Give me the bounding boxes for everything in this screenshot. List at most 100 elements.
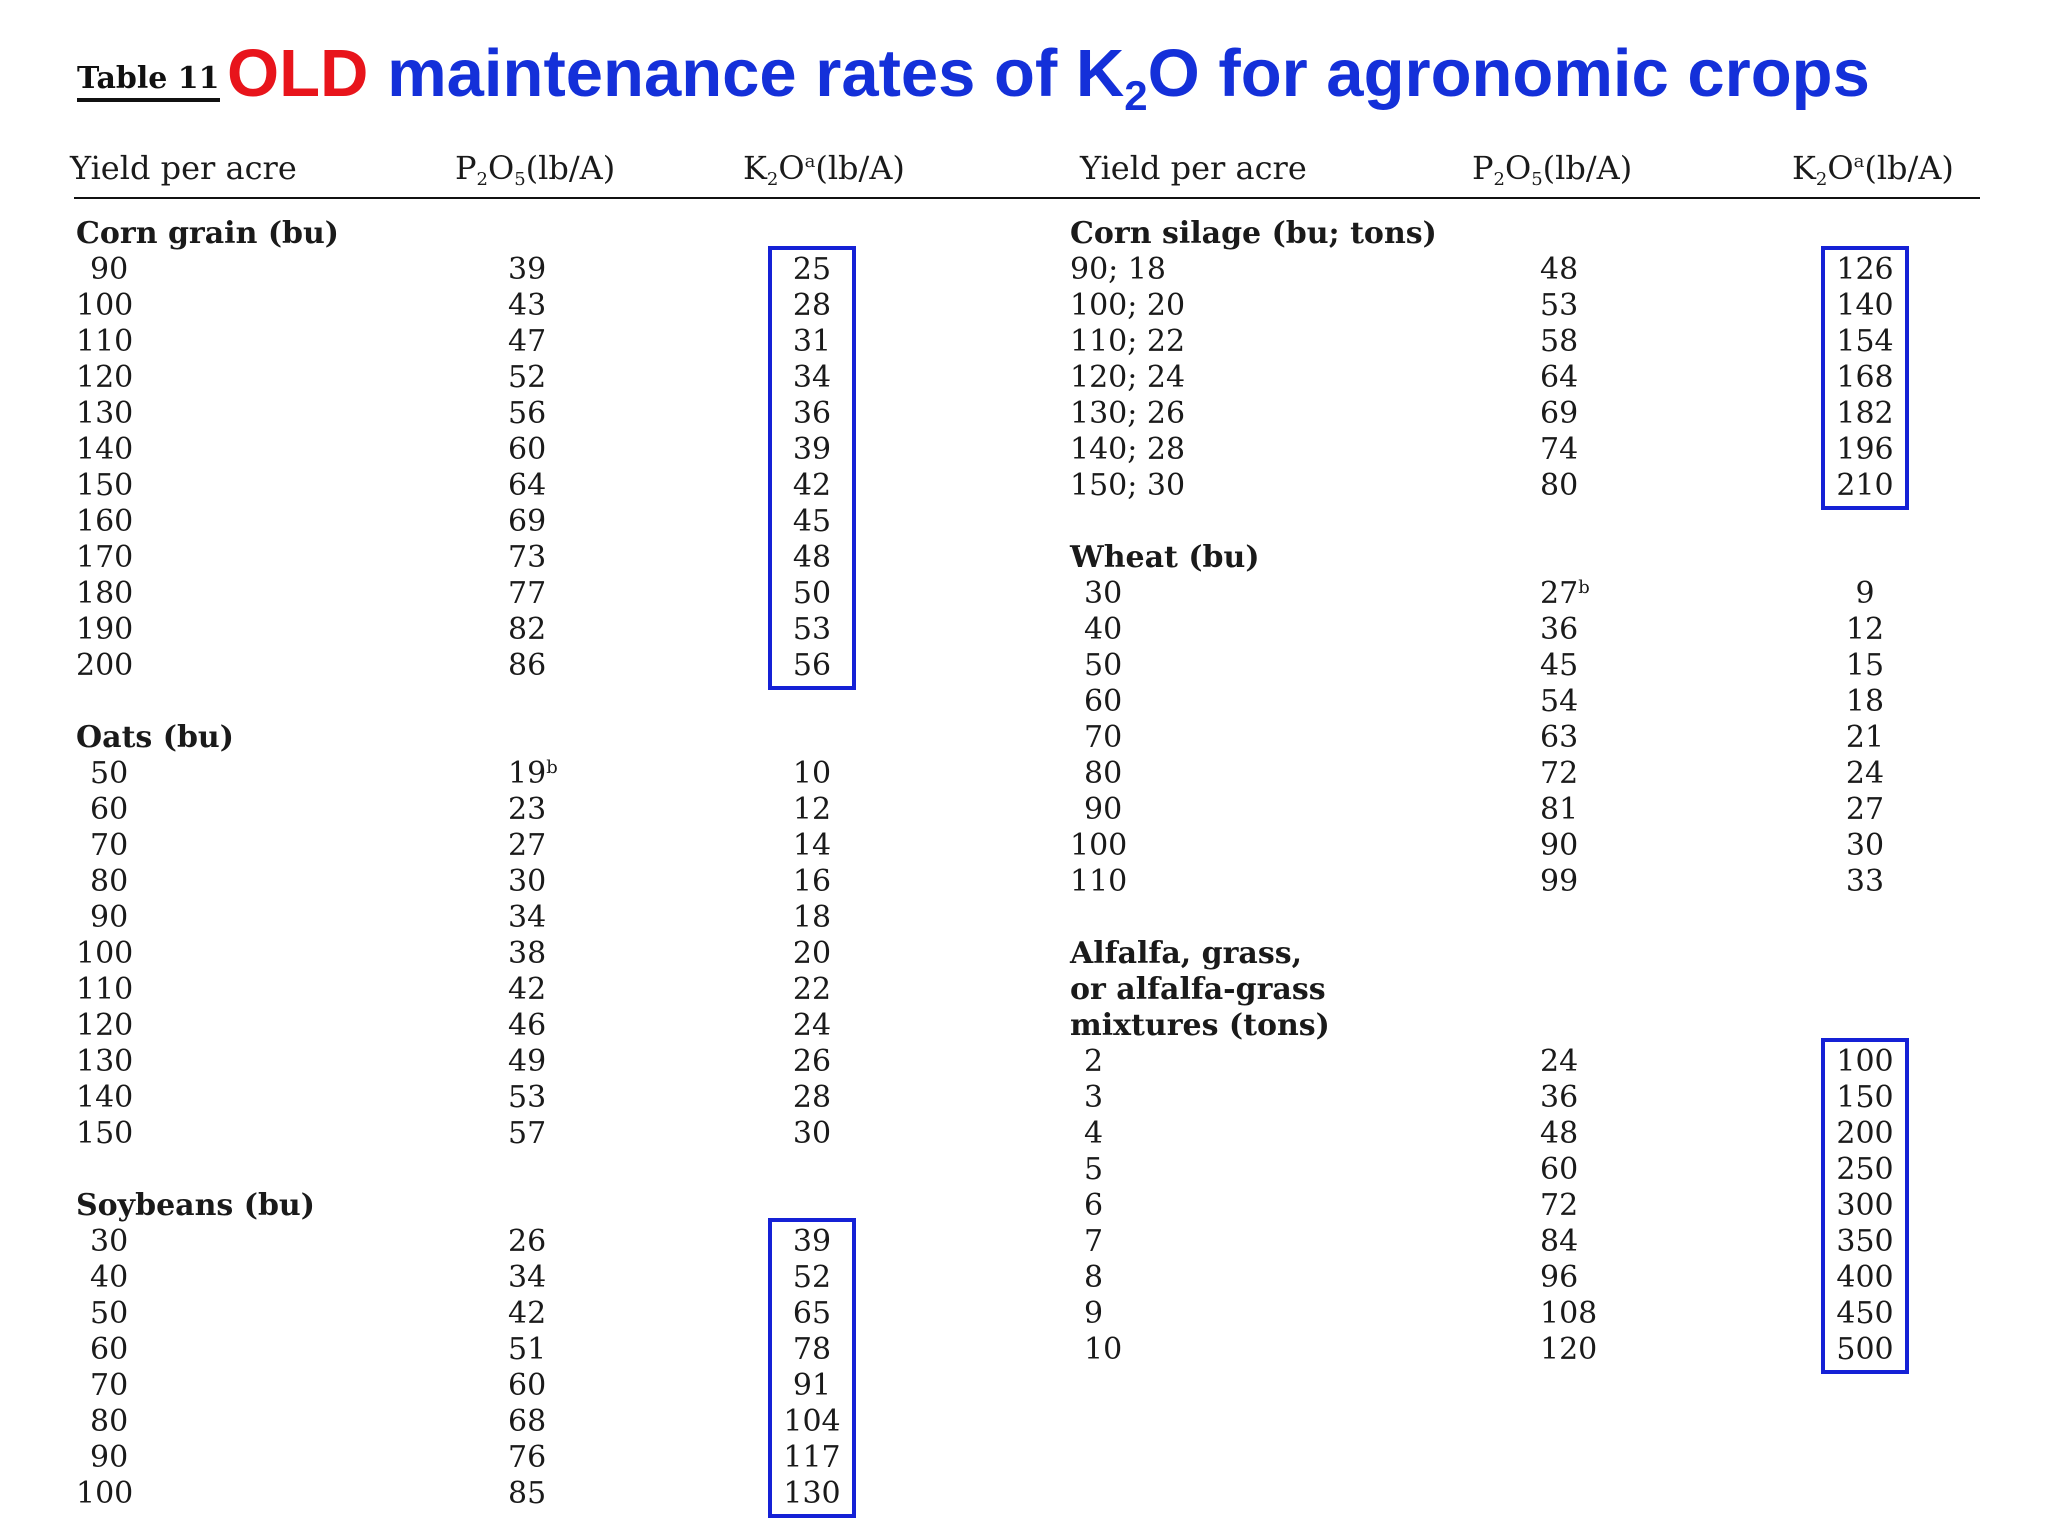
p2o5-value: 26 [508, 1224, 547, 1259]
k2o-cell: 450 [1836, 1296, 1894, 1331]
p2o5-cell: 49 [508, 1044, 546, 1080]
p2o5-cell: 69 [508, 504, 546, 540]
yield-cell: 60 [90, 792, 129, 827]
p2o5-cell: 63 [1540, 720, 1578, 756]
yield-cell: 50 [90, 1296, 129, 1331]
yield-cell: 90 [1084, 792, 1123, 827]
p2o5-cell: 48 [1540, 1116, 1578, 1152]
k2o-highlight-box [1821, 1038, 1909, 1374]
p2o5-value: 84 [1540, 1224, 1579, 1259]
yield-cell: 170 [76, 540, 134, 575]
p2o5-cell: 73 [508, 540, 546, 576]
table-row: 60 23 12 [0, 792, 1020, 828]
p2o5-value: 30 [508, 864, 547, 899]
group-title-row: Wheat (bu) [1020, 540, 2048, 576]
p2o5-cell: 76 [508, 1440, 546, 1476]
yield-cell: 50 [1084, 648, 1123, 683]
yield-cell: 110; 22 [1070, 324, 1186, 359]
p2o5-value: 64 [508, 468, 547, 503]
k2o-cell: 33 [1845, 864, 1885, 899]
p2o5-value: 27 [508, 828, 547, 863]
table-row: 100 43 28 [0, 288, 1020, 324]
group-title: Wheat (bu) [1070, 540, 1260, 575]
table-row: 100 38 20 [0, 936, 1020, 972]
table-row: 90 76 117 [0, 1440, 1020, 1476]
group-spacer [1020, 900, 2048, 936]
p2o5-value: 69 [508, 504, 547, 539]
yield-cell: 190 [76, 612, 134, 647]
table-row: 130 56 36 [0, 396, 1020, 432]
p2o5-cell: 45 [1540, 648, 1578, 684]
table-row: 90 39 25 [0, 252, 1020, 288]
p2o5-cell: 46 [508, 1008, 546, 1044]
p2o5-cell: 23 [508, 792, 546, 828]
p2o5-value: 46 [508, 1008, 547, 1043]
table-row: 80 68 104 [0, 1404, 1020, 1440]
p2o5-value: 48 [1540, 252, 1579, 287]
k2o-cell: 25 [792, 252, 832, 287]
yield-cell: 90 [90, 1440, 129, 1475]
yield-cell: 8 [1084, 1260, 1104, 1295]
table-row: 100 85 130 [0, 1476, 1020, 1512]
table-row: 150 57 30 [0, 1116, 1020, 1152]
k2o-cell: 30 [792, 1116, 832, 1151]
k2o-cell: 27 [1845, 792, 1885, 827]
group-spacer [0, 684, 1020, 720]
table-row: 60 54 18 [1020, 684, 2048, 720]
k2o-cell: 53 [792, 612, 832, 647]
col-head-yield-right: Yield per acre [1080, 149, 1307, 187]
table-row: 4 48 200 [1020, 1116, 2048, 1152]
p2o5-value: 74 [1540, 432, 1579, 467]
yield-cell: 80 [90, 1404, 129, 1439]
k2o-cell: 16 [792, 864, 832, 899]
table-row: 130; 26 69 182 [1020, 396, 2048, 432]
k2o-cell: 130 [783, 1476, 841, 1511]
k2o-cell: 30 [1845, 828, 1885, 863]
p2o5-cell: 36 [1540, 1080, 1578, 1116]
p2o5-value: 36 [1540, 1080, 1579, 1115]
yield-cell: 120 [76, 360, 134, 395]
group-title: mixtures (tons) [1070, 1008, 1330, 1043]
k2o-cell: 400 [1836, 1260, 1894, 1295]
table-row: 110 47 31 [0, 324, 1020, 360]
table-row: 130 49 26 [0, 1044, 1020, 1080]
yield-cell: 30 [90, 1224, 129, 1259]
right-panel: Corn silage (bu; tons) 90; 18 48 126 100; 20… [1020, 216, 2048, 1374]
p2o5-value: 96 [1540, 1260, 1579, 1295]
table-row: 110; 22 58 154 [1020, 324, 2048, 360]
footnote-marker: b [1578, 577, 1590, 598]
yield-cell: 110 [76, 972, 134, 1007]
k2o-cell: 140 [1836, 288, 1894, 323]
k2o-cell: 12 [792, 792, 832, 827]
p2o5-cell: 58 [1540, 324, 1578, 360]
table-row: 70 27 14 [0, 828, 1020, 864]
table-row: 140 60 39 [0, 432, 1020, 468]
k2o-cell: 150 [1836, 1080, 1894, 1115]
table-row: 70 63 21 [1020, 720, 2048, 756]
yield-cell: 7 [1084, 1224, 1104, 1259]
table-row: 80 72 24 [1020, 756, 2048, 792]
table-row: 180 77 50 [0, 576, 1020, 612]
yield-cell: 110 [1070, 864, 1128, 899]
table-row: 90 81 27 [1020, 792, 2048, 828]
k2o-cell: 42 [792, 468, 832, 503]
yield-cell: 100 [76, 936, 134, 971]
p2o5-value: 63 [1540, 720, 1579, 755]
k2o-cell: 126 [1836, 252, 1894, 287]
yield-cell: 150 [76, 1116, 134, 1151]
group-title: Corn grain (bu) [76, 216, 339, 251]
table-row: 110 99 33 [1020, 864, 2048, 900]
k2o-cell: 52 [792, 1260, 832, 1295]
group-title: Soybeans (bu) [76, 1188, 315, 1223]
table-row: 120 46 24 [0, 1008, 1020, 1044]
k2o-highlight-box [768, 246, 856, 690]
p2o5-value: 48 [1540, 1116, 1579, 1151]
p2o5-cell: 51 [508, 1332, 546, 1368]
yield-cell: 130; 26 [1070, 396, 1186, 431]
yield-cell: 30 [1084, 576, 1123, 611]
p2o5-cell: 81 [1540, 792, 1578, 828]
p2o5-value: 51 [508, 1332, 547, 1367]
p2o5-cell: 80 [1540, 468, 1578, 504]
table-row: 30 26 39 [0, 1224, 1020, 1260]
p2o5-cell: 47 [508, 324, 546, 360]
